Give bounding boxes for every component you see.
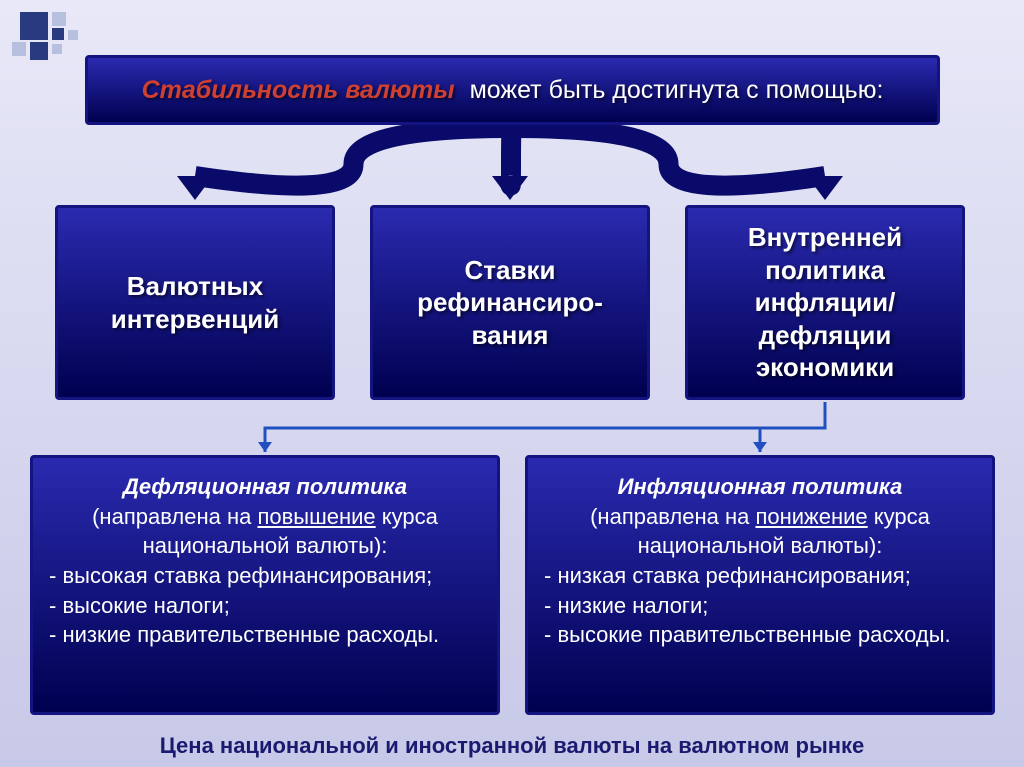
- mid-box-label: Внутренней политика инфляции/ дефляции э…: [698, 221, 952, 384]
- policy-item: - низкие налоги;: [544, 591, 976, 621]
- deflation-box: Дефляционная политика(направлена на повы…: [30, 455, 500, 715]
- policy-subheading: (направлена на понижение курса националь…: [544, 502, 976, 561]
- title-box: Стабильность валюты может быть достигнут…: [85, 55, 940, 125]
- title-rest: может быть достигнута с помощью:: [463, 76, 884, 104]
- policy-subheading: (направлена на повышение курса националь…: [49, 502, 481, 561]
- inflation-box: Инфляционная политика(направлена на пони…: [525, 455, 995, 715]
- mid-box-interventions: Валютных интервенций: [55, 205, 335, 400]
- policy-heading: Инфляционная политика: [544, 472, 976, 502]
- mid-box-label: Ставки рефинансиро-вания: [383, 254, 637, 352]
- mid-box-internal: Внутренней политика инфляции/ дефляции э…: [685, 205, 965, 400]
- footer-text: Цена национальной и иностранной валюты н…: [0, 733, 1024, 759]
- policy-item: - высокие правительственные расходы.: [544, 620, 976, 650]
- mid-box-label: Валютных интервенций: [68, 270, 322, 335]
- policy-item: - высокие налоги;: [49, 591, 481, 621]
- policy-item: - низкая ставка рефинансирования;: [544, 561, 976, 591]
- diagram-content: Стабильность валюты может быть достигнут…: [0, 0, 1024, 767]
- policy-heading: Дефляционная политика: [49, 472, 481, 502]
- policy-item: - низкие правительственные расходы.: [49, 620, 481, 650]
- title-emphasis: Стабильность валюты: [142, 76, 455, 104]
- mid-box-rate: Ставки рефинансиро-вания: [370, 205, 650, 400]
- policy-item: - высокая ставка рефинансирования;: [49, 561, 481, 591]
